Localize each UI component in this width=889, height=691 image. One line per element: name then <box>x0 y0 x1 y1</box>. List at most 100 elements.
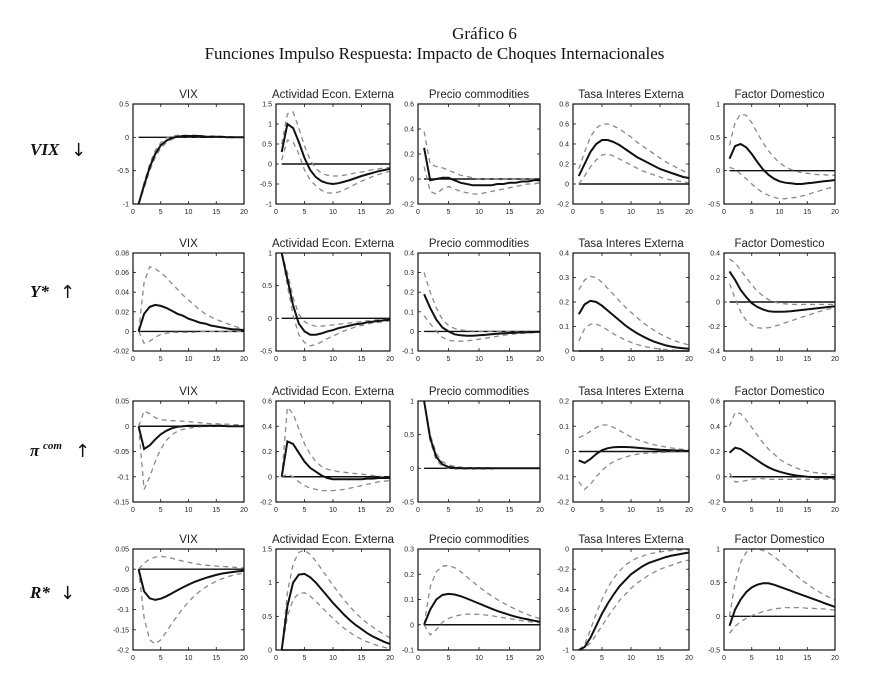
y-tick-label: 0.5 <box>262 283 272 290</box>
panel-title: Tasa Interes Externa <box>578 238 684 250</box>
x-tick-label: 5 <box>159 356 163 363</box>
panel-title: Tasa Interes Externa <box>578 386 684 398</box>
x-tick-label: 20 <box>536 655 544 662</box>
mean-response-line <box>280 252 391 336</box>
mean-response-line <box>280 122 391 186</box>
panel-frame <box>723 400 836 503</box>
y-tick-label: 0.3 <box>559 275 569 282</box>
y-tick-label: 0.4 <box>710 424 720 431</box>
x-tick-label: 10 <box>475 507 483 514</box>
y-tick-label: 0.6 <box>710 399 720 406</box>
y-tick-label: 0 <box>125 329 129 336</box>
y-tick-label: 0 <box>410 622 414 629</box>
x-tick-label: 15 <box>656 507 664 514</box>
x-tick-label: 10 <box>329 655 337 662</box>
x-tick-label: 15 <box>506 209 514 216</box>
y-tick-label: 0.5 <box>710 135 720 142</box>
x-tick-label: 20 <box>240 507 248 514</box>
y-tick-label: 0 <box>410 177 414 184</box>
y-tick-label: -0.1 <box>402 648 414 655</box>
x-tick-label: 0 <box>571 356 575 363</box>
mean-response-line <box>578 446 690 465</box>
x-tick-label: 0 <box>571 507 575 514</box>
upper-band-line <box>281 405 390 478</box>
y-tick-label: 0 <box>125 567 129 574</box>
y-tick-label: -1 <box>563 648 569 655</box>
x-tick-label: 20 <box>240 209 248 216</box>
panel-frame <box>275 548 391 651</box>
y-tick-label: 0 <box>565 449 569 456</box>
lower-band-line <box>281 139 391 194</box>
y-tick-label: -0.1 <box>117 474 129 481</box>
y-tick-label: 1.5 <box>262 547 272 554</box>
shock-name: π <box>30 441 40 460</box>
panel-frame <box>275 103 391 205</box>
lower-band-line <box>281 252 391 347</box>
upper-band-line <box>578 424 690 451</box>
x-tick-label: 15 <box>212 655 220 662</box>
lower-band-line <box>423 315 541 342</box>
y-tick-label: -0.4 <box>708 349 720 356</box>
x-tick-label: 20 <box>386 655 394 662</box>
x-tick-label: 20 <box>536 356 544 363</box>
mean-response-line <box>728 582 836 627</box>
y-tick-label: 0.6 <box>559 122 569 129</box>
y-tick-label: -0.2 <box>557 202 569 209</box>
y-tick-label: 0.2 <box>559 162 569 169</box>
x-tick-label: 10 <box>776 356 784 363</box>
x-tick-label: 15 <box>803 507 811 514</box>
mean-response-line <box>137 568 245 601</box>
y-tick-label: 0.2 <box>559 399 569 406</box>
panel-title: Precio commodities <box>429 534 530 546</box>
x-tick-label: 5 <box>750 507 754 514</box>
y-tick-label: 0.2 <box>404 572 414 579</box>
arrow-down-icon: ↓ <box>60 583 75 604</box>
x-tick-label: 10 <box>627 356 635 363</box>
y-tick-label: 0.08 <box>115 251 129 258</box>
y-tick-label: -0.05 <box>113 587 129 594</box>
mean-response-line <box>728 270 836 313</box>
x-tick-label: 15 <box>506 356 514 363</box>
y-tick-label: 1 <box>716 547 720 554</box>
mean-response-line <box>137 424 244 451</box>
x-tick-label: 0 <box>416 356 420 363</box>
panel-title: VIX <box>179 238 198 250</box>
panel-title: Actividad Econ. Externa <box>272 89 395 101</box>
y-tick-label: 0 <box>716 300 720 307</box>
y-tick-label: -0.2 <box>708 500 720 507</box>
x-tick-label: 0 <box>416 507 420 514</box>
x-tick-label: 15 <box>212 209 220 216</box>
y-tick-label: -1 <box>123 202 129 209</box>
x-tick-label: 10 <box>329 356 337 363</box>
upper-band-line <box>728 411 836 476</box>
y-tick-label: 0.3 <box>404 270 414 277</box>
y-tick-label: -0.1 <box>402 349 414 356</box>
x-tick-label: 0 <box>131 655 135 662</box>
shock-name: Y* <box>30 282 49 301</box>
lower-band-line <box>281 473 391 492</box>
x-tick-label: 15 <box>506 655 514 662</box>
y-tick-label: 0.5 <box>262 614 272 621</box>
x-tick-label: 20 <box>831 507 839 514</box>
x-tick-label: 5 <box>750 356 754 363</box>
panel-frame <box>572 252 690 352</box>
mean-response-line <box>280 439 390 481</box>
y-tick-label: -0.6 <box>557 607 569 614</box>
y-tick-label: 0 <box>716 614 720 621</box>
x-tick-label: 10 <box>185 507 193 514</box>
y-tick-label: 0.05 <box>115 547 129 554</box>
y-tick-label: 0 <box>268 316 272 323</box>
upper-band-line <box>423 272 540 333</box>
y-tick-label: 0.1 <box>404 597 414 604</box>
x-tick-label: 0 <box>274 209 278 216</box>
y-tick-label: 0.3 <box>404 547 414 554</box>
lower-band-line <box>137 425 244 490</box>
y-tick-label: -0.15 <box>113 627 129 634</box>
